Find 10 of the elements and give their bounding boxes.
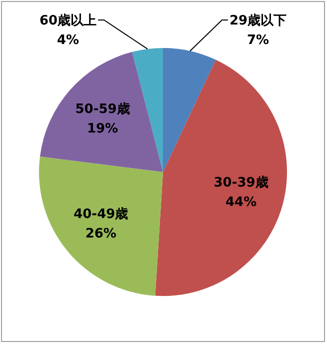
data-label: 19% [86,122,118,137]
slice-label: 29歳以下 [229,14,287,29]
data-label: 7% [246,33,270,48]
data-label: 26% [85,226,116,242]
slice-label: 40-49歳 [74,206,128,222]
slice-label: 30-39歳 [214,176,268,191]
data-label: 4% [56,33,80,48]
data-label: 44% [226,195,257,210]
slice-label: 50-59歳 [75,102,130,118]
slice-label: 60歳以上 [39,14,97,29]
